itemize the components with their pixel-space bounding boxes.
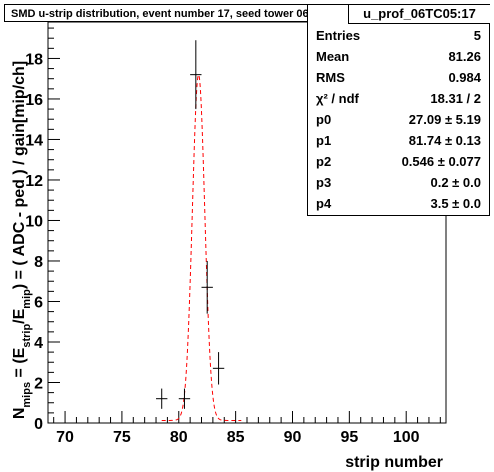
y-tick-label: 10 (25, 213, 43, 230)
plot-title: SMD u-strip distribution, event number 1… (4, 4, 346, 22)
x-tick-label: 75 (113, 429, 131, 446)
y-tick-label: 18 (25, 51, 43, 68)
stat-value: 27.09 ± 5.19 (408, 112, 481, 127)
y-tick-label: 12 (25, 173, 43, 190)
stat-value: 0.546 ± 0.077 (401, 154, 481, 169)
x-tick-label: 95 (340, 429, 358, 446)
stat-row: p4 3.5 ± 0.0 (316, 193, 481, 214)
stat-value: 5 (473, 28, 481, 43)
stat-label: p2 (316, 154, 332, 169)
stat-label: χ² / ndf (316, 91, 359, 106)
x-tick-label: 80 (170, 429, 188, 446)
stat-row: p3 0.2 ± 0.0 (316, 172, 481, 193)
y-tick-label: 4 (34, 335, 43, 352)
stat-label: RMS (316, 70, 345, 85)
data-point (156, 388, 168, 409)
stat-value: 18.31 / 2 (430, 91, 481, 106)
y-tick-label: 16 (25, 92, 43, 109)
stat-label: Mean (316, 49, 350, 64)
stat-label: p1 (316, 133, 332, 148)
stat-row: Mean 81.26 (316, 46, 481, 67)
y-tick-label: 2 (34, 375, 43, 392)
stat-label: Entries (316, 28, 361, 43)
data-point (178, 388, 191, 409)
y-tick-label: 14 (25, 132, 43, 149)
fit-curve (161, 74, 242, 421)
y-tick-label: 6 (34, 294, 43, 311)
stat-label: p0 (316, 112, 332, 127)
stat-row: χ² / ndf 18.31 / 2 (316, 88, 481, 109)
stat-row: RMS 0.984 (316, 67, 481, 88)
stats-histogram-name: u_prof_06TC05:17 (348, 5, 490, 24)
stat-value: 0.2 ± 0.0 (430, 175, 481, 190)
stat-row: Entries 5 (316, 25, 481, 46)
stat-row: p2 0.546 ± 0.077 (316, 151, 481, 172)
y-tick-label: 0 (34, 416, 43, 433)
stat-label: p4 (316, 196, 332, 211)
x-tick-label: 100 (393, 429, 420, 446)
data-point (190, 40, 202, 110)
x-tick-label: 85 (227, 429, 245, 446)
stat-value: 81.26 (448, 49, 481, 64)
data-point (201, 260, 213, 314)
data-point (212, 352, 225, 385)
x-axis-title: strip number (345, 454, 443, 471)
stat-row: p0 27.09 ± 5.19 (316, 109, 481, 130)
x-tick-label: 90 (284, 429, 302, 446)
stats-box: u_prof_06TC05:17 Entries 5 Mean 81.26 RMS 0.9… (307, 4, 490, 216)
stat-value: 3.5 ± 0.0 (430, 196, 481, 211)
stat-row: p1 81.74 ± 0.13 (316, 130, 481, 151)
x-tick-label: 70 (56, 429, 74, 446)
y-tick-label: 8 (34, 254, 43, 271)
stat-value: 81.74 ± 0.13 (408, 133, 481, 148)
stat-value: 0.984 (448, 70, 481, 85)
stat-label: p3 (316, 175, 332, 190)
y-axis-title: Nmips = (Estrip/Emip) = ( ADC - ped ) / … (11, 61, 33, 419)
